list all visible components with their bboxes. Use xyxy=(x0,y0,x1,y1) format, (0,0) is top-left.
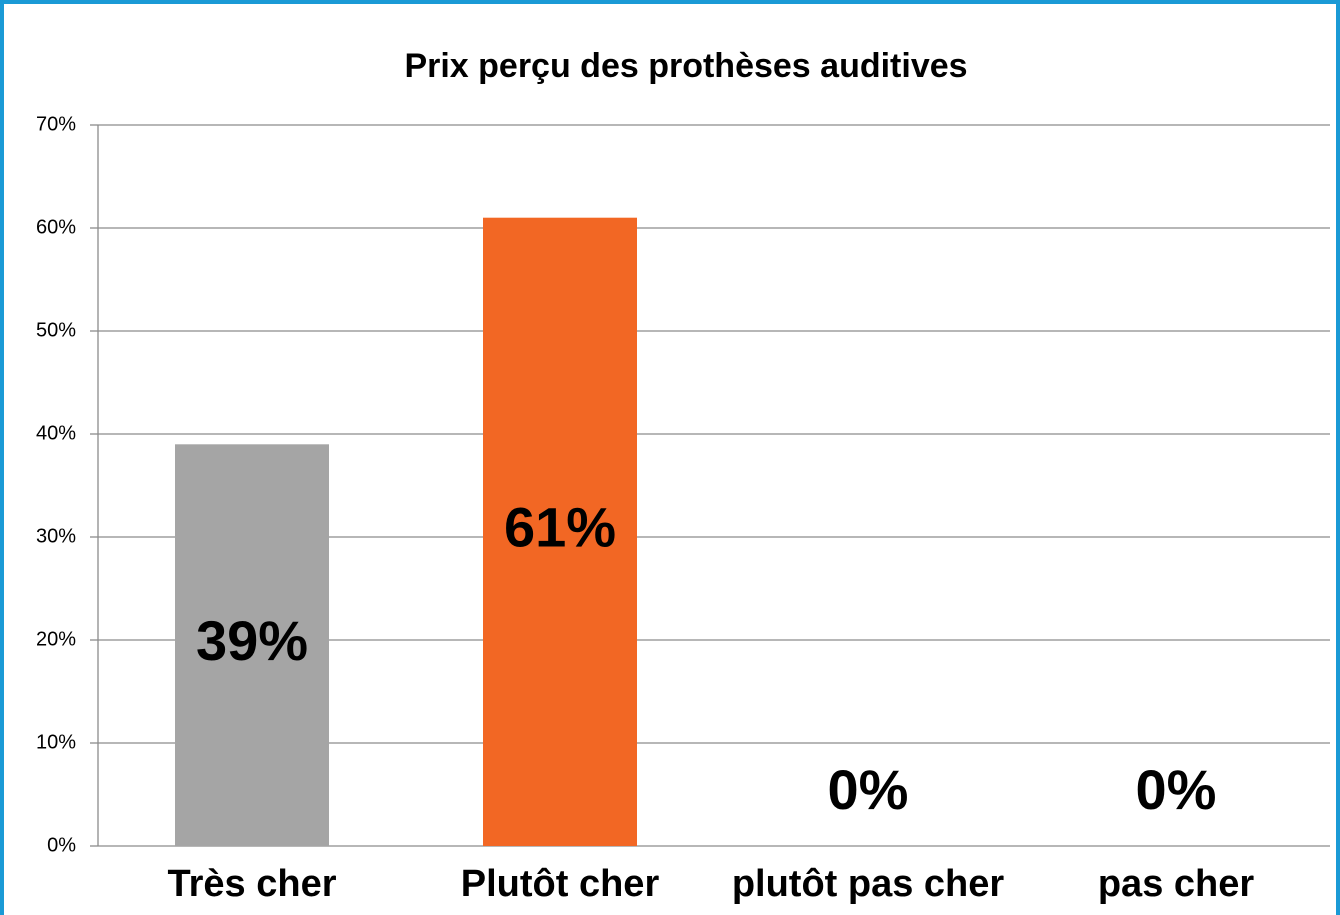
data-label: 61% xyxy=(504,496,616,559)
data-label: 0% xyxy=(828,758,909,821)
y-tick-label: 20% xyxy=(36,628,76,650)
y-tick-label: 50% xyxy=(36,319,76,341)
x-tick-label: Plutôt cher xyxy=(461,863,660,905)
x-tick-label: plutôt pas cher xyxy=(732,863,1005,905)
y-tick-label: 60% xyxy=(36,216,76,238)
y-tick-label: 70% xyxy=(36,113,76,135)
y-tick-label: 40% xyxy=(36,422,76,444)
x-tick-label: pas cher xyxy=(1098,863,1255,905)
data-label: 39% xyxy=(196,609,308,672)
chart-title: Prix perçu des prothèses auditives xyxy=(404,47,967,85)
bar xyxy=(175,444,329,846)
bar xyxy=(483,217,637,846)
data-label: 0% xyxy=(1136,758,1217,821)
y-tick-label: 0% xyxy=(47,834,76,856)
y-tick-label: 10% xyxy=(36,731,76,753)
x-tick-label: Très cher xyxy=(168,863,337,905)
y-tick-label: 30% xyxy=(36,525,76,547)
